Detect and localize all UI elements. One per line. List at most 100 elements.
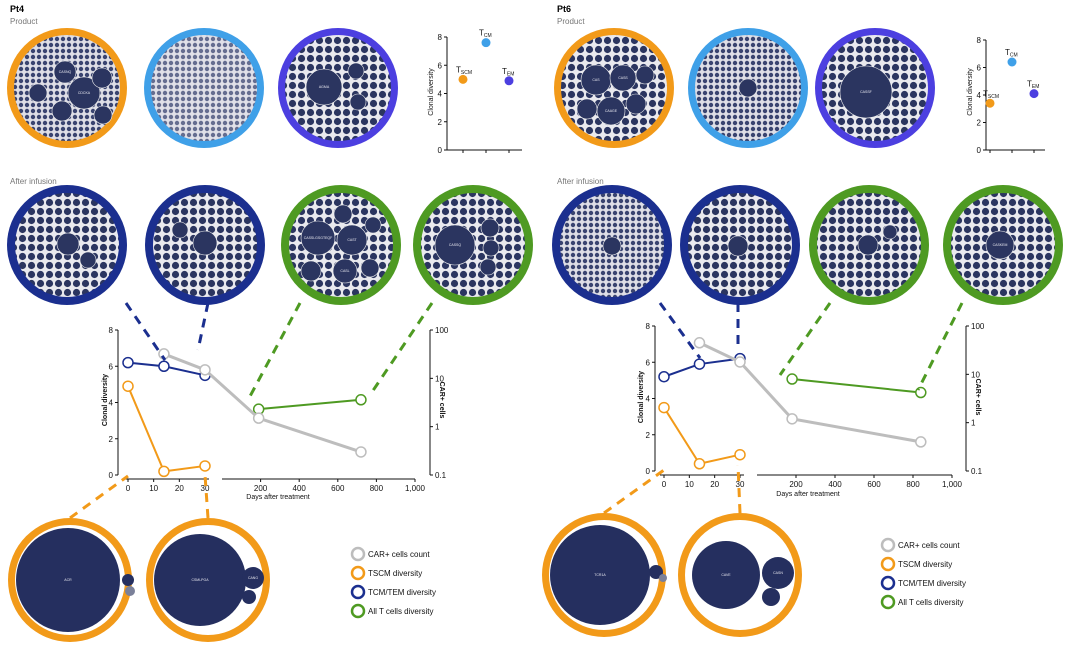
- x-tick-label: 10: [149, 484, 158, 493]
- infusion-circle-all-early: CASSLGSGTEQF CAST CASL: [281, 185, 401, 305]
- x-tick-label: 30: [201, 484, 210, 493]
- dashed-connector: [196, 302, 210, 351]
- scatter-point-tcm: [1007, 57, 1017, 67]
- product-label: Product: [557, 17, 585, 26]
- infusion-circle-all-early: [809, 185, 929, 305]
- y-axis-label-right: CAR+ cells: [974, 379, 981, 416]
- data-point-tscm: [734, 448, 746, 461]
- infusion-circle-tcmtem-day14: [680, 185, 800, 305]
- data-point-tcm_tem: [658, 371, 670, 383]
- data-point-tscm: [693, 458, 706, 470]
- product-diversity-scatter: Clonal diversity 0 2 4 6 8 TSCM TCM TEM: [428, 29, 522, 155]
- legend-pt4: CAR+ cells count TSCM diversity TCM/TEM di…: [350, 546, 436, 619]
- dashed-connector: [69, 474, 129, 520]
- infusion-circle-tcmtem-day0: [552, 185, 672, 305]
- data-point-tscm: [158, 465, 170, 478]
- scatter-point-tscm: [458, 74, 468, 84]
- legend-label: TSCM diversity: [368, 569, 422, 578]
- data-point-all: [355, 394, 367, 406]
- scatter-point-label: TCM: [1005, 48, 1018, 59]
- panel-pt4: Pt4 Product CDCKA CASNQ AGMA: [7, 4, 533, 642]
- clone-label: CDCKA: [78, 91, 91, 95]
- y-tick-label-right: 0.1: [435, 471, 447, 480]
- scatter-point-label: TEM: [502, 67, 514, 78]
- clone-label: CASSLGSGTEQF: [304, 236, 333, 240]
- legend-swatch-tcm_tem: [880, 575, 896, 591]
- legend-pt6: CAR+ cells count TSCM diversity TCM/TEM di…: [880, 537, 966, 610]
- series-line-car: [698, 341, 922, 444]
- y-tick-label-left: 4: [109, 399, 114, 408]
- scatter-tick-label: 2: [438, 118, 443, 127]
- x-tick-label: 30: [736, 480, 745, 489]
- scatter-point-tscm: [985, 98, 995, 108]
- dashed-connector: [246, 302, 302, 401]
- data-point-car: [355, 446, 367, 458]
- y-tick-label-right: 0.1: [971, 467, 983, 476]
- clone-label: CASS: [618, 76, 628, 80]
- series-line-tscm: [127, 385, 206, 473]
- legend-swatch-all: [880, 594, 896, 610]
- scatter-point-tem: [1029, 89, 1039, 99]
- y-tick-label-left: 8: [646, 322, 651, 331]
- scatter-point-label: TEM: [1027, 80, 1039, 91]
- legend-label: All T cells diversity: [368, 607, 434, 616]
- scatter-tick-label: 0: [438, 146, 443, 155]
- scatter-point-label: TSCM: [456, 65, 472, 76]
- legend-label: CAR+ cells count: [898, 541, 960, 550]
- y-axis-label-right: CAR+ cells: [438, 382, 445, 419]
- legend-swatch-tscm: [880, 556, 896, 572]
- product-circle-tcm: [688, 28, 808, 148]
- data-point-car: [693, 337, 706, 349]
- y-tick-label-right: 10: [435, 374, 444, 383]
- legend-swatch-tscm: [350, 565, 366, 581]
- y-axis-label-left: Clonal diversity: [638, 371, 645, 423]
- series-line-car: [163, 352, 362, 454]
- clone-label: CASNQ: [59, 70, 72, 74]
- scatter-tick-label: 2: [977, 119, 982, 128]
- clone-label: CAAGE: [605, 109, 618, 113]
- line-chart-pt4: Clonal diversity CAR+ cells Days after t…: [102, 326, 449, 501]
- x-axis-label: Days after treatment: [776, 491, 839, 498]
- series-line-tscm: [663, 407, 741, 465]
- x-axis-label: Days after treatment: [246, 494, 309, 501]
- data-point-car: [915, 436, 927, 448]
- x-tick-label: 20: [710, 480, 719, 489]
- product-diversity-scatter: Clonal diversity 0 2 4 6 8 TSCM TCM TEM: [967, 36, 1045, 155]
- x-tick-label: 20: [175, 484, 184, 493]
- legend-label: CAR+ cells count: [368, 550, 430, 559]
- y-tick-label-right: 1: [435, 423, 440, 432]
- data-point-tcm_tem: [122, 356, 134, 369]
- scatter-tick-label: 8: [977, 36, 982, 45]
- series-line-all: [258, 398, 362, 411]
- tscm-circle-day30: CAVE CASN: [678, 513, 802, 637]
- legend-label: TCM/TEM diversity: [368, 588, 436, 597]
- clone-label: CAS: [592, 78, 600, 82]
- clone-label: TCR1A: [594, 573, 606, 577]
- scatter-tick-label: 8: [438, 33, 443, 42]
- x-tick-label: 400: [293, 484, 307, 493]
- x-tick-label: 600: [331, 484, 345, 493]
- data-point-car: [199, 364, 211, 376]
- tscm-circle-day30: CSMLPGA CANG: [146, 518, 270, 642]
- after-infusion-label: After infusion: [10, 177, 57, 186]
- dashed-connector: [203, 474, 210, 519]
- scatter-point-tcm: [481, 38, 491, 48]
- legend-swatch-tcm_tem: [350, 584, 366, 600]
- data-point-car: [786, 413, 798, 425]
- data-point-all: [786, 373, 798, 385]
- product-circle-tscm: CDCKA CASNQ: [7, 28, 127, 148]
- y-tick-label-right: 10: [971, 370, 980, 379]
- dashed-connector: [124, 302, 167, 361]
- infusion-circle-all-late: CASSQ: [413, 185, 533, 305]
- y-tick-label-left: 4: [646, 395, 651, 404]
- clone-label: CSMLPGA: [191, 578, 209, 582]
- y-tick-label-left: 0: [646, 467, 651, 476]
- legend-swatch-all: [350, 603, 366, 619]
- scatter-tick-label: 6: [977, 64, 982, 73]
- data-point-car: [734, 356, 746, 368]
- x-tick-label: 800: [906, 480, 920, 489]
- y-tick-label-left: 8: [109, 326, 114, 335]
- x-tick-label: 800: [370, 484, 384, 493]
- tscm-circle-day14: TCR1A: [542, 513, 667, 637]
- y-tick-label-left: 2: [646, 431, 651, 440]
